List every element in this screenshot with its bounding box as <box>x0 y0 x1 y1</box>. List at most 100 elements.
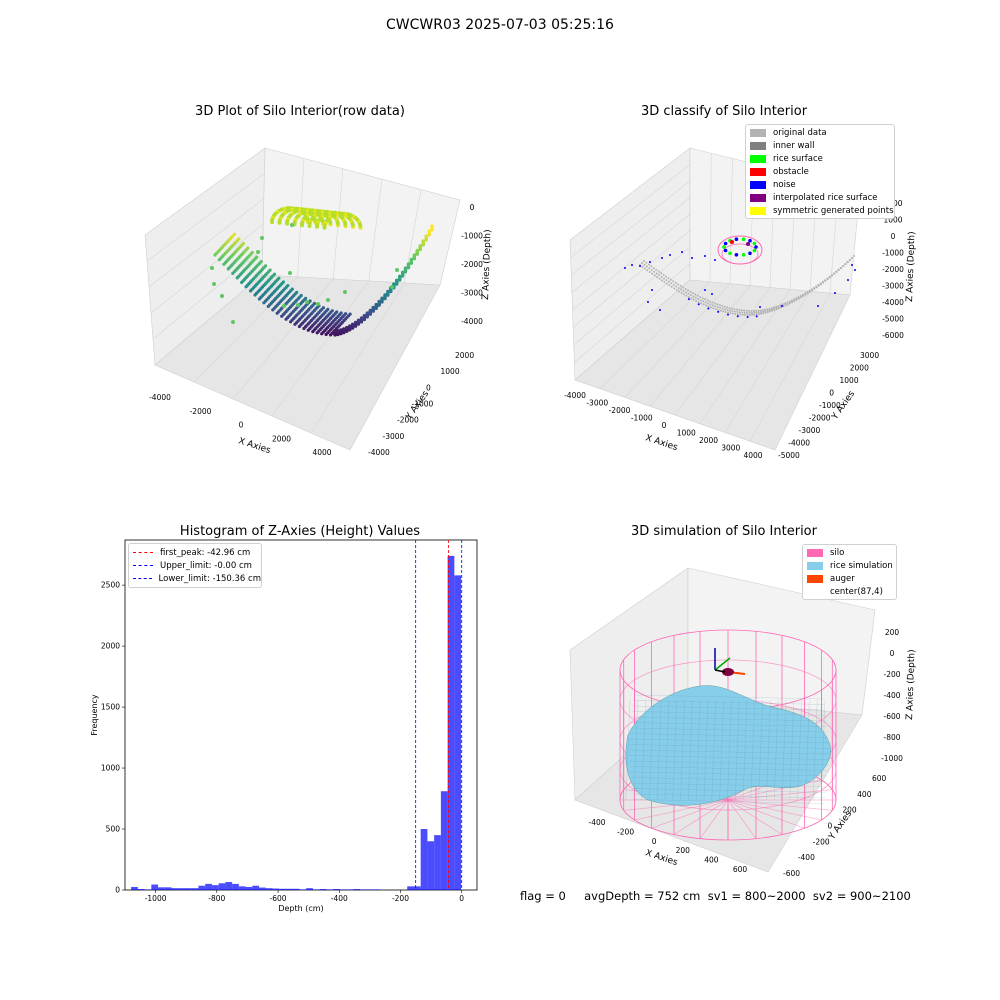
gridline <box>310 282 405 434</box>
z-tick-label: -4000 <box>882 298 904 307</box>
data-point <box>791 301 794 304</box>
legend-label: first_peak: -42.96 cm <box>160 547 251 558</box>
data-point <box>702 303 705 306</box>
data-point <box>362 314 366 318</box>
z-tick-label: 0 <box>891 232 896 241</box>
data-point <box>647 263 650 266</box>
data-point <box>846 261 849 264</box>
histogram-bar <box>225 882 233 890</box>
data-point <box>356 318 361 322</box>
data-point <box>691 257 693 259</box>
y-tick-label: -5000 <box>778 451 800 460</box>
legend-swatch <box>807 548 823 557</box>
data-point <box>641 262 643 264</box>
data-point <box>631 264 633 266</box>
histogram-bar <box>272 888 280 890</box>
x-tick-label: -1000 <box>631 414 653 423</box>
y-tick-label: 2000 <box>101 642 120 651</box>
legend-label: center(87,4) <box>830 586 883 597</box>
data-point <box>643 260 645 262</box>
y-tick-label: -2000 <box>809 414 831 423</box>
data-point <box>733 310 736 313</box>
data-point <box>793 300 796 303</box>
data-point <box>285 221 289 226</box>
data-point <box>670 282 673 285</box>
data-point <box>687 292 690 295</box>
z-tick-label: -6000 <box>882 331 904 340</box>
data-point <box>237 237 241 241</box>
mesh-line <box>719 699 724 801</box>
legend-label: interpolated rice surface <box>773 192 878 203</box>
mesh-line <box>797 699 802 801</box>
mesh-line <box>632 793 826 799</box>
data-point <box>290 223 294 227</box>
data-point <box>395 278 399 282</box>
x-tick-label: 2000 <box>699 436 718 445</box>
data-point <box>645 265 648 268</box>
gridline <box>724 291 811 433</box>
panel3-legend: first_peak: -42.96 cm Upper_limit: -0.00… <box>128 543 262 588</box>
legend-label: auger <box>830 573 855 584</box>
data-point <box>677 287 680 289</box>
mesh-line <box>631 782 827 788</box>
data-point <box>713 302 716 305</box>
x-tick-label: 1000 <box>677 429 696 438</box>
data-point <box>753 313 756 316</box>
data-point <box>806 292 809 295</box>
mesh-line <box>820 699 826 801</box>
data-point <box>650 265 653 268</box>
data-point <box>759 306 761 308</box>
data-point <box>336 329 340 333</box>
legend-swatch <box>807 574 823 583</box>
data-point <box>727 313 729 316</box>
histogram-bar <box>265 888 273 890</box>
data-point <box>755 313 758 316</box>
data-point <box>736 310 739 313</box>
mesh-line <box>625 699 631 801</box>
data-point <box>691 292 694 295</box>
data-point <box>716 303 719 306</box>
data-point <box>702 300 705 303</box>
data-point <box>752 241 757 246</box>
panel3-ylabel: Frequency <box>90 694 99 736</box>
panel3-vlines <box>415 540 463 890</box>
histogram-bar <box>137 889 145 890</box>
z-tick-label: -400 <box>883 691 900 700</box>
y-tick-label: 400 <box>857 790 872 799</box>
data-point <box>624 267 626 269</box>
mesh-line <box>672 699 677 801</box>
data-point <box>826 278 829 281</box>
data-point <box>704 298 707 301</box>
y-tick-label: 0 <box>115 886 120 895</box>
data-point <box>726 309 729 311</box>
z-tick-label: 1000 <box>883 216 902 225</box>
data-point <box>653 270 656 273</box>
gridline <box>649 285 751 407</box>
data-point <box>675 289 678 291</box>
histogram-bar <box>353 889 361 890</box>
data-point <box>641 265 644 268</box>
data-point <box>307 224 312 228</box>
y-tick-label: 500 <box>106 825 121 834</box>
panel3-histogram: -1000 -800 -600 -400 -200 0 0 500 1000 1500 2000 25… <box>90 539 478 913</box>
panel1-axes-box <box>144 147 461 451</box>
histogram-bar <box>245 886 253 890</box>
data-point <box>651 272 654 275</box>
x-tick-label: 3000 <box>721 444 740 453</box>
data-point <box>719 306 722 309</box>
silo-spoke <box>699 799 729 839</box>
data-point <box>748 238 752 243</box>
data-point <box>409 257 413 261</box>
data-point <box>430 224 434 228</box>
data-point <box>757 311 760 314</box>
mesh-line <box>633 799 825 804</box>
data-point <box>354 320 358 324</box>
data-point <box>406 262 411 266</box>
legend-label: obstacle <box>773 166 809 177</box>
z-tick-label: -2000 <box>882 265 904 274</box>
silo-spoke <box>673 799 729 835</box>
mesh-line <box>630 771 828 777</box>
gridline <box>368 179 383 282</box>
panel1-data-points <box>210 206 434 337</box>
z-tick-label: -5000 <box>882 315 904 324</box>
